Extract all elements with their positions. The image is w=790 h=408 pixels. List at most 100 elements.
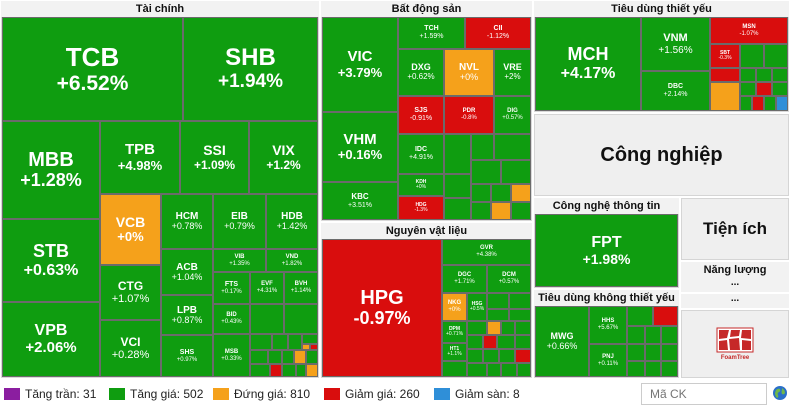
tile-small[interactable] bbox=[310, 344, 318, 350]
tile-small[interactable] bbox=[302, 344, 310, 350]
tile-vhm[interactable]: VHM +0.16% bbox=[322, 112, 398, 182]
tile-small[interactable] bbox=[511, 202, 531, 220]
tile-small[interactable] bbox=[284, 304, 318, 334]
tile-small[interactable] bbox=[501, 160, 531, 184]
tile-small[interactable] bbox=[772, 82, 788, 96]
tile-small[interactable] bbox=[250, 304, 284, 334]
tile-small[interactable] bbox=[661, 326, 678, 344]
tile-small[interactable] bbox=[296, 364, 306, 377]
tile-small[interactable] bbox=[740, 68, 756, 82]
tile-small[interactable] bbox=[494, 134, 531, 160]
tile-small[interactable] bbox=[467, 321, 487, 335]
tile-msn[interactable]: MSN -1.07% bbox=[710, 17, 788, 44]
tile-vpb[interactable]: VPB +2.06% bbox=[2, 302, 100, 377]
tile-small[interactable] bbox=[627, 326, 645, 344]
tile-small[interactable] bbox=[517, 363, 531, 377]
tile-mwg[interactable]: MWG +0.66% bbox=[535, 306, 589, 377]
tile-ht1[interactable]: HT1 +1.1% bbox=[442, 343, 467, 361]
tile-dbc[interactable]: DBC +2.14% bbox=[641, 71, 710, 111]
tile-lpb[interactable]: LPB +0.87% bbox=[161, 295, 213, 335]
tile-hcm[interactable]: HCM +0.78% bbox=[161, 194, 213, 249]
tile-small[interactable] bbox=[471, 184, 491, 202]
tile-stb[interactable]: STB +0.63% bbox=[2, 219, 100, 302]
tile-small[interactable] bbox=[661, 361, 678, 377]
tile-small[interactable] bbox=[471, 134, 494, 160]
tile-small[interactable] bbox=[756, 68, 772, 82]
tile-fpt[interactable]: FPT +1.98% bbox=[535, 214, 678, 287]
tile-small[interactable] bbox=[645, 344, 661, 361]
stock-search-input[interactable] bbox=[641, 383, 767, 405]
tile-small[interactable] bbox=[444, 174, 471, 198]
tile-small[interactable] bbox=[250, 334, 272, 350]
tile-vnd[interactable]: VND +1.82% bbox=[266, 249, 318, 272]
tile-cii[interactable]: CII -1.12% bbox=[465, 17, 531, 49]
tile-small[interactable] bbox=[740, 82, 756, 96]
tile-small[interactable] bbox=[467, 349, 483, 363]
tile-small[interactable] bbox=[268, 350, 282, 364]
tile-eib[interactable]: EIB +0.79% bbox=[213, 194, 266, 249]
tile-pnj[interactable]: PNJ +0.11% bbox=[589, 344, 627, 377]
tile-vic[interactable]: VIC +3.79% bbox=[322, 17, 398, 112]
tile-dgc[interactable]: DGC +1.71% bbox=[442, 265, 487, 293]
tile-small[interactable] bbox=[645, 326, 661, 344]
tile-dxg[interactable]: DXG +0.62% bbox=[398, 49, 444, 96]
tile-vci[interactable]: VCI +0.28% bbox=[100, 320, 161, 377]
tile-small[interactable] bbox=[627, 306, 653, 326]
tile-dpm[interactable]: DPM +0.71% bbox=[442, 321, 467, 343]
tile-vib[interactable]: VIB +1.35% bbox=[213, 249, 266, 272]
tile-vre[interactable]: VRE +2% bbox=[494, 49, 531, 96]
tile-small[interactable] bbox=[756, 82, 772, 96]
tile-small[interactable] bbox=[250, 350, 268, 364]
tile-small[interactable] bbox=[487, 293, 509, 309]
tile-pdr[interactable]: PDR -0.8% bbox=[444, 96, 494, 134]
tile-small[interactable] bbox=[740, 44, 764, 68]
tile-small[interactable] bbox=[515, 349, 531, 363]
tile-nkg[interactable]: NKG +0% bbox=[442, 293, 467, 321]
tile-sbt[interactable]: SBT -0.3% bbox=[710, 44, 740, 68]
tile-tcb[interactable]: TCB +6.52% bbox=[2, 17, 183, 121]
tile-small[interactable] bbox=[515, 321, 531, 335]
tile-small[interactable] bbox=[499, 349, 515, 363]
tile-bid[interactable]: BID +0.43% bbox=[213, 304, 250, 334]
tile-ssi[interactable]: SSI +1.09% bbox=[180, 121, 249, 194]
tile-sjs[interactable]: SJS -0.91% bbox=[398, 96, 444, 134]
tile-tpb[interactable]: TPB +4.98% bbox=[100, 121, 180, 194]
tile-small[interactable] bbox=[487, 363, 501, 377]
tile-small[interactable] bbox=[471, 160, 501, 184]
tile-ctg[interactable]: CTG +1.07% bbox=[100, 265, 161, 320]
tile-hdg[interactable]: HDG -1.3% bbox=[398, 196, 444, 220]
tile-small[interactable] bbox=[491, 202, 511, 220]
tile-small[interactable] bbox=[740, 96, 752, 111]
tile-small[interactable] bbox=[483, 335, 497, 349]
tile-small[interactable] bbox=[501, 321, 515, 335]
tile-vcb[interactable]: VCB +0% bbox=[100, 194, 161, 265]
tile-small[interactable] bbox=[491, 184, 511, 202]
tile-bvh[interactable]: BVH +1.14% bbox=[284, 272, 318, 304]
tile-small[interactable] bbox=[306, 364, 318, 377]
globe-icon[interactable] bbox=[772, 385, 788, 401]
sector-industrials[interactable]: Công nghiệp bbox=[534, 114, 789, 196]
sector-utilities[interactable]: Tiện ích bbox=[681, 198, 789, 260]
tile-small[interactable] bbox=[282, 364, 296, 377]
tile-tch[interactable]: TCH +1.59% bbox=[398, 17, 465, 49]
tile-small[interactable] bbox=[710, 68, 740, 82]
tile-shb[interactable]: SHB +1.94% bbox=[183, 17, 318, 121]
tile-small[interactable] bbox=[501, 363, 517, 377]
tile-fts[interactable]: FTS +0.17% bbox=[213, 272, 250, 304]
tile-shs[interactable]: SHS +0.97% bbox=[161, 335, 213, 377]
tile-kdh[interactable]: KDH +0% bbox=[398, 174, 444, 196]
tile-small[interactable] bbox=[511, 184, 531, 202]
tile-small[interactable] bbox=[306, 350, 318, 364]
tile-small[interactable] bbox=[661, 344, 678, 361]
tile-small[interactable] bbox=[627, 361, 645, 377]
tile-hpg[interactable]: HPG -0.97% bbox=[322, 239, 442, 377]
tile-small[interactable] bbox=[471, 202, 491, 220]
tile-hsg[interactable]: HSG +0.5% bbox=[467, 293, 487, 321]
tile-kbc[interactable]: KBC +3.51% bbox=[322, 182, 398, 220]
tile-small[interactable] bbox=[250, 364, 270, 377]
tile-small[interactable] bbox=[467, 335, 483, 349]
tile-hdb[interactable]: HDB +1.42% bbox=[266, 194, 318, 249]
tile-small[interactable] bbox=[764, 44, 788, 68]
tile-small[interactable] bbox=[302, 334, 318, 344]
tile-small[interactable] bbox=[710, 82, 740, 111]
